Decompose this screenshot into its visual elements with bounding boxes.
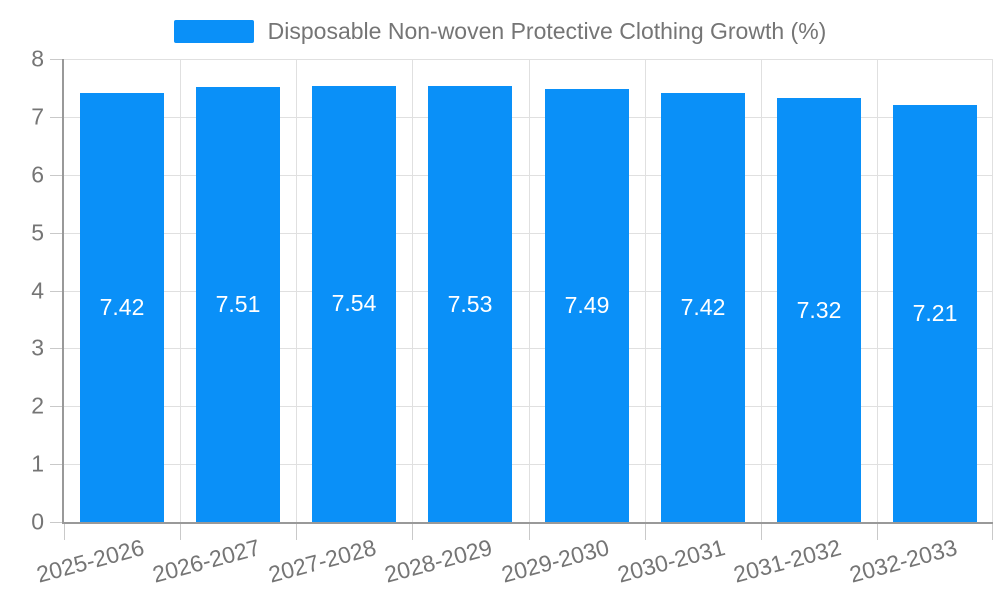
bar-value-label: 7.54 xyxy=(331,290,377,317)
h-gridline xyxy=(64,59,993,60)
x-axis-tick xyxy=(529,524,530,540)
bar: 7.53 xyxy=(428,86,512,522)
x-axis-label: 2030-2031 xyxy=(614,534,728,588)
v-gridline xyxy=(529,59,530,522)
bar: 7.42 xyxy=(661,92,745,522)
x-axis-label: 2031-2032 xyxy=(730,534,844,588)
v-gridline xyxy=(645,59,646,522)
h-gridline xyxy=(64,290,993,292)
y-axis-tick xyxy=(50,464,62,466)
bar-value-label: 7.42 xyxy=(99,293,145,320)
bar: 7.51 xyxy=(196,87,280,522)
y-axis-label: 3 xyxy=(31,334,44,361)
y-axis-tick xyxy=(50,232,62,234)
y-axis-label: 2 xyxy=(31,392,44,419)
x-axis-tick xyxy=(992,524,993,540)
x-axis-tick xyxy=(180,524,181,540)
bar: 7.42 xyxy=(80,92,164,522)
v-gridline xyxy=(761,59,762,522)
bar-value-label: 7.42 xyxy=(680,293,726,320)
y-axis-tick xyxy=(50,290,62,292)
y-axis-label: 6 xyxy=(31,161,44,188)
v-gridline xyxy=(412,59,413,522)
x-axis-tick xyxy=(296,524,297,540)
v-gridline xyxy=(877,59,878,522)
y-axis-label: 7 xyxy=(31,103,44,130)
bar: 7.21 xyxy=(893,104,977,522)
h-gridline xyxy=(64,464,993,466)
y-axis-label: 4 xyxy=(31,277,44,303)
x-axis-label: 2032-2033 xyxy=(846,534,960,588)
y-axis-label: 5 xyxy=(31,219,44,246)
legend-label: Disposable Non-woven Protective Clothing… xyxy=(267,18,827,44)
h-gridline xyxy=(64,232,993,234)
x-axis-label: 2028-2029 xyxy=(382,534,496,588)
y-axis-tick xyxy=(50,59,62,60)
x-axis-tick xyxy=(877,524,878,540)
h-gridline xyxy=(64,406,993,408)
x-axis-label: 2026-2027 xyxy=(149,534,263,588)
plot-area: 0 1 2 3 4 5 6 7 8 7.42 7.51 7.54 7.53 7.49 7.42 7.32 7.2… xyxy=(31,46,993,588)
x-axis-label: 2029-2030 xyxy=(498,534,612,588)
y-axis-tick xyxy=(50,174,62,176)
h-gridline xyxy=(64,174,993,176)
bar-value-label: 7.51 xyxy=(215,291,261,318)
x-axis-tick xyxy=(645,524,646,540)
y-axis-tick xyxy=(50,522,62,523)
x-axis-tick xyxy=(761,524,762,540)
y-axis-tick xyxy=(50,348,62,350)
bar-value-label: 7.21 xyxy=(912,299,958,326)
x-axis-tick xyxy=(64,524,65,540)
y-axis-tick xyxy=(50,116,62,118)
y-axis-label: 0 xyxy=(31,508,44,535)
y-axis-label: 8 xyxy=(31,45,44,72)
v-gridline xyxy=(296,59,297,522)
v-gridline xyxy=(180,59,181,522)
h-gridline xyxy=(64,116,993,118)
legend-swatch xyxy=(173,20,254,43)
chart-legend[interactable]: Disposable Non-woven Protective Clothing… xyxy=(0,18,1000,45)
y-axis-tick xyxy=(50,406,62,408)
bar-value-label: 7.49 xyxy=(564,291,610,318)
x-axis-label: 2025-2026 xyxy=(33,534,147,588)
y-axis-label: 1 xyxy=(31,450,44,477)
v-gridline xyxy=(992,59,993,522)
bar: 7.32 xyxy=(777,98,861,522)
x-axis-tick xyxy=(412,524,413,540)
bar-value-label: 7.53 xyxy=(447,290,493,317)
bar: 7.49 xyxy=(545,88,629,522)
bar-value-label: 7.32 xyxy=(796,296,842,323)
bar: 7.54 xyxy=(312,85,396,522)
h-gridline xyxy=(64,348,993,350)
x-axis-label: 2027-2028 xyxy=(266,534,380,588)
